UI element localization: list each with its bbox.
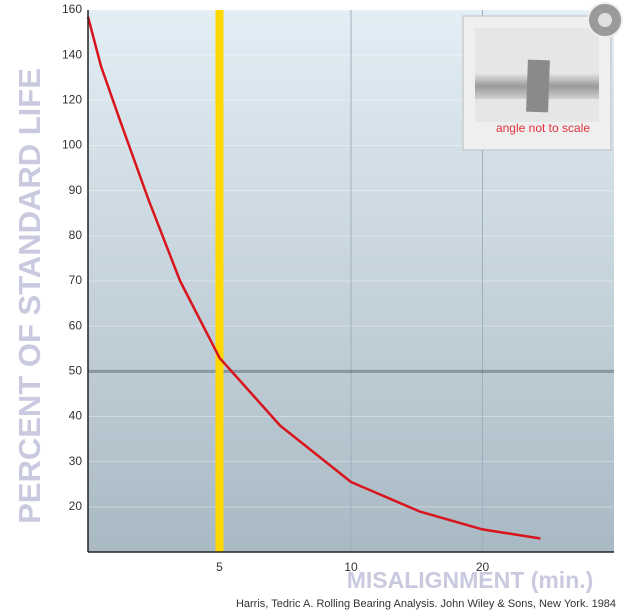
inset: angle not to scale: [462, 2, 623, 151]
y-tick-label: 70: [69, 273, 83, 287]
y-tick-label: 50: [69, 364, 83, 378]
inset-bearing: [526, 59, 550, 113]
y-tick-label: 30: [69, 454, 83, 468]
marks: [86, 10, 614, 552]
x-axis-title: MISALIGNMENT (min.): [347, 567, 594, 593]
x-tick-label: 5: [216, 560, 223, 574]
data-line: [86, 16, 541, 540]
x-tick-label: 10: [344, 560, 358, 574]
y-tick-label: 140: [62, 47, 82, 61]
y-axis-title: PERCENT OF STANDARD LIFE: [12, 68, 47, 524]
y-tick-label: 60: [69, 318, 83, 332]
y-tick-label: 160: [62, 2, 82, 16]
source-note: Harris, Tedric A. Rolling Bearing Analys…: [236, 598, 616, 610]
y-tick-label: 80: [69, 228, 83, 242]
y-tick-label: 40: [69, 409, 83, 423]
y-tick-label: 20: [69, 499, 83, 513]
y-tick-label: 90: [69, 183, 83, 197]
y-tick-label: 120: [62, 93, 82, 107]
inset-note: angle not to scale: [496, 121, 590, 135]
x-tick-label: 20: [476, 560, 490, 574]
y-tick-label: 100: [62, 138, 82, 152]
bearing-icon-hub: [598, 13, 612, 27]
